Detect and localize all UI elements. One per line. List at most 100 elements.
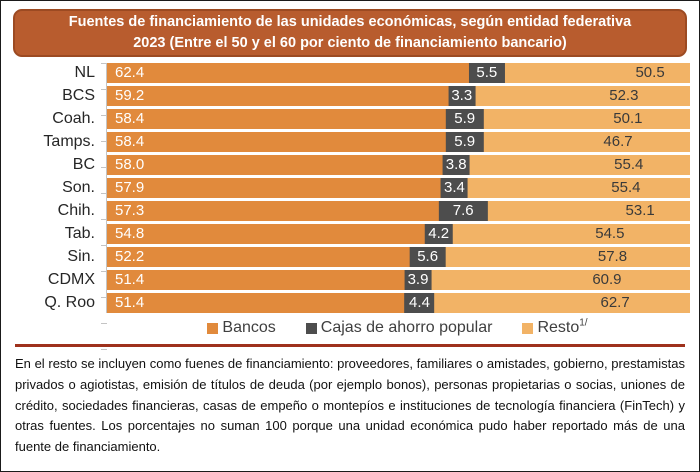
axis-tick: [101, 297, 107, 298]
bar-row: Q. Roo 51.4 4.4 62.7: [44, 293, 690, 313]
bancos-value-label: 58.4: [115, 110, 145, 127]
cajas-value-label: 7.6: [439, 201, 488, 221]
resto-value-label: 60.9: [592, 271, 622, 288]
stacked-bar: 62.4 5.5 50.5: [107, 63, 690, 83]
axis-tick: [101, 245, 107, 246]
stacked-bar: 52.2 5.6 57.8: [107, 247, 690, 267]
bancos-value-label: 54.8: [115, 225, 145, 242]
bancos-segment: [107, 293, 407, 313]
resto-value-label: 53.1: [625, 202, 655, 219]
stacked-bar: 57.9 3.4 55.4: [107, 178, 690, 198]
resto-value-label: 55.4: [614, 156, 644, 173]
chart-legend: Bancos Cajas de ahorro popular Resto1/: [106, 316, 689, 340]
category-label: CDMX: [47, 271, 95, 288]
cajas-value-label: 4.4: [404, 293, 435, 313]
cajas-value-label: 5.9: [445, 109, 484, 129]
stacked-bar: 58.0 3.8 55.4: [107, 155, 690, 175]
bar-row: Son. 57.9 3.4 55.4: [62, 178, 690, 198]
cajas-value-label: 3.9: [404, 270, 432, 290]
legend-label-resto: Resto1/: [537, 317, 588, 336]
stacked-bar: 57.3 7.6 53.1: [107, 201, 690, 221]
cajas-value-label: 3.3: [448, 86, 476, 106]
resto-value-label: 46.7: [603, 133, 633, 150]
category-label: NL: [74, 64, 95, 81]
resto-value-label: 57.8: [597, 248, 628, 265]
bar-row: CDMX 51.4 3.9 60.9: [48, 270, 690, 290]
chart-title: Fuentes de financiamiento de las unidade…: [13, 9, 687, 57]
bar-row: BCS 59.2 3.3 52.3: [62, 86, 690, 106]
bancos-segment: [107, 224, 427, 244]
cajas-value-label: 5.9: [445, 132, 484, 152]
cajas-value-label: 3.4: [441, 178, 468, 198]
resto-value-label: 55.4: [611, 179, 641, 196]
category-label: Coah.: [52, 110, 95, 127]
bancos-value-label: 57.9: [115, 179, 145, 196]
stacked-bar-chart: NL 62.4 5.5 50.5 BCS 59.2 3.3 52.3 Coah. 58.4 5.9 5…: [1, 63, 699, 350]
bancos-segment: [107, 247, 412, 267]
cajas-value-label: 5.6: [409, 247, 446, 267]
bancos-segment: [107, 86, 453, 106]
bancos-segment: [107, 270, 407, 290]
resto-value-label: 52.3: [609, 87, 639, 104]
bancos-segment: [107, 201, 442, 221]
cajas-value-label: 4.2: [424, 224, 453, 244]
category-label: Sin.: [67, 248, 95, 265]
axis-tick: [101, 323, 107, 324]
bancos-segment: [107, 63, 471, 83]
stacked-bar: 59.2 3.3 52.3: [107, 86, 690, 106]
category-label: BCS: [62, 87, 95, 104]
axis-tick: [101, 271, 107, 272]
axis-tick: [101, 63, 107, 64]
bancos-segment: [107, 132, 448, 152]
resto-value-label: 62.7: [600, 294, 630, 311]
stacked-bar: 58.4 5.9 50.1: [107, 109, 690, 129]
stacked-bar: 51.4 3.9 60.9: [107, 270, 690, 290]
legend-label-cajas: Cajas de ahorro popular: [320, 319, 493, 336]
stacked-bar: 58.4 5.9 46.7: [107, 132, 690, 152]
category-label: Tab.: [64, 225, 95, 242]
footnote-text: En el resto se incluyen como fuenes de f…: [15, 356, 685, 455]
chart-title-line2: 2023 (Entre el 50 y el 60 por ciento de …: [133, 35, 567, 51]
bancos-value-label: 59.2: [115, 87, 145, 104]
resto-value-label: 54.5: [595, 225, 625, 242]
footnote-marker: 1/: [579, 317, 588, 329]
category-label: Chih.: [57, 202, 95, 219]
bar-row: Tamps. 58.4 5.9 46.7: [43, 132, 690, 152]
category-label: Q. Roo: [44, 294, 95, 311]
bancos-value-label: 58.0: [115, 156, 145, 173]
cajas-value-label: 3.8: [442, 155, 470, 175]
legend-label-bancos: Bancos: [222, 319, 276, 336]
bancos-value-label: 57.3: [115, 202, 145, 219]
bar-row: Tab. 54.8 4.2 54.5: [65, 224, 690, 244]
bar-row: Coah. 58.4 5.9 50.1: [52, 109, 690, 129]
chart-plot-area: NL 62.4 5.5 50.5 BCS 59.2 3.3 52.3 Coah. 58.4 5.9 5…: [43, 63, 690, 350]
chart-title-line1: Fuentes de financiamiento de las unidade…: [68, 13, 632, 30]
category-label: BC: [72, 156, 95, 173]
axis-tick: [101, 349, 107, 350]
legend-item-cajas: Cajas de ahorro popular: [305, 319, 493, 337]
divider-line: [15, 344, 685, 347]
resto-swatch-icon: [522, 322, 534, 334]
category-label: Son.: [62, 179, 95, 196]
category-label: Tamps.: [43, 133, 95, 150]
bar-row: NL 62.4 5.5 50.5: [75, 63, 690, 83]
axis-tick: [101, 167, 107, 168]
axis-tick: [101, 141, 107, 142]
legend-item-bancos: Bancos: [207, 319, 276, 337]
bancos-value-label: 52.2: [115, 248, 145, 265]
axis-tick: [101, 89, 107, 90]
legend-item-resto: Resto1/: [522, 317, 588, 337]
cajas-swatch-icon: [305, 322, 317, 334]
axis-tick: [101, 193, 107, 194]
bancos-segment: [107, 178, 445, 198]
bar-row: BC 58.0 3.8 55.4: [73, 155, 690, 175]
stacked-bar: 51.4 4.4 62.7: [107, 293, 690, 313]
bancos-value-label: 51.4: [115, 294, 145, 311]
bancos-swatch-icon: [207, 322, 219, 334]
bar-row: Chih. 57.3 7.6 53.1: [58, 201, 690, 221]
bancos-value-label: 51.4: [115, 271, 145, 288]
cajas-value-label: 5.5: [468, 63, 505, 83]
resto-value-label: 50.1: [613, 110, 643, 127]
bancos-value-label: 62.4: [115, 64, 145, 81]
